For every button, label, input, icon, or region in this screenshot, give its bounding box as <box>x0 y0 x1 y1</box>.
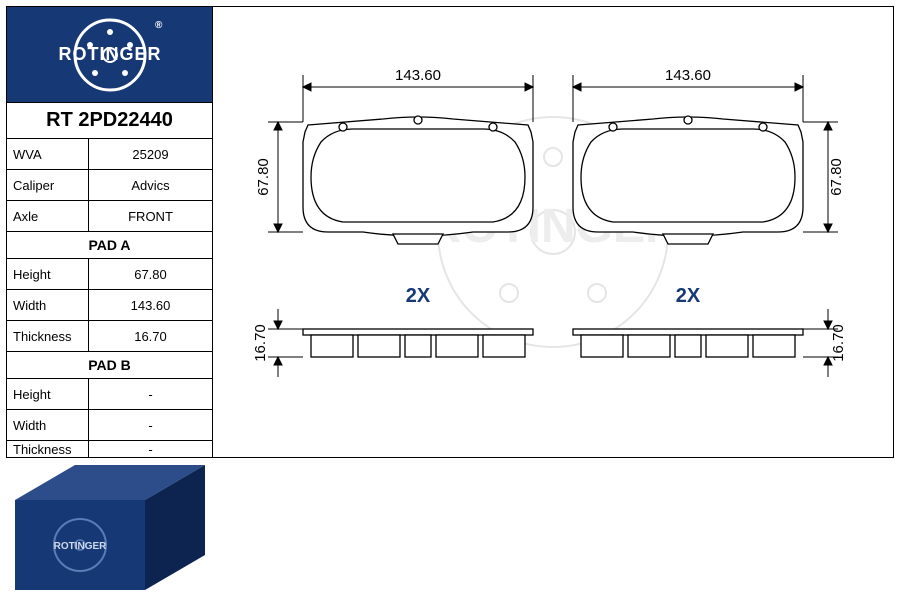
label-padb-height: Height <box>7 379 89 409</box>
value-pada-height: 67.80 <box>89 259 212 289</box>
pad-front-left <box>303 116 533 244</box>
spec-table: ROTINGER ® RT 2PD22440 WVA 25209 Caliper… <box>7 7 213 457</box>
pad-a-header: PAD A <box>7 232 212 259</box>
label-wva: WVA <box>7 139 89 169</box>
dim-thick-right: 16.70 <box>830 324 847 362</box>
label-padb-width: Width <box>7 410 89 440</box>
dim-height-left: 67.80 <box>255 158 272 196</box>
dim-height-right: 67.80 <box>828 158 845 196</box>
brand-logo: ROTINGER ® <box>7 7 212 103</box>
qty-left: 2X <box>406 285 431 307</box>
value-wva: 25209 <box>89 139 212 169</box>
product-box-icon: ROTINGER <box>5 445 220 595</box>
svg-text:®: ® <box>155 20 163 31</box>
pad-b-header: PAD B <box>7 352 212 379</box>
label-pada-height: Height <box>7 259 89 289</box>
value-padb-width: - <box>89 410 212 440</box>
dim-width-right: 143.60 <box>665 67 711 84</box>
value-pada-width: 143.60 <box>89 290 212 320</box>
row-pada-thickness: Thickness 16.70 <box>7 321 212 352</box>
label-axle: Axle <box>7 201 89 231</box>
label-pada-width: Width <box>7 290 89 320</box>
row-caliper: Caliper Advics <box>7 170 212 201</box>
label-pada-thickness: Thickness <box>7 321 89 351</box>
pad-side-right <box>573 329 803 357</box>
row-padb-width: Width - <box>7 410 212 441</box>
dim-thick-left: 16.70 <box>252 324 269 362</box>
pad-front-right <box>573 116 803 244</box>
pad-side-left <box>303 329 533 357</box>
value-padb-height: - <box>89 379 212 409</box>
value-pada-thickness: 16.70 <box>89 321 212 351</box>
value-caliper: Advics <box>89 170 212 200</box>
value-axle: FRONT <box>89 201 212 231</box>
brand-logo-svg: ROTINGER ® <box>10 10 210 100</box>
row-wva: WVA 25209 <box>7 139 212 170</box>
part-number: RT 2PD22440 <box>7 103 212 139</box>
drawing-svg: ROTINGER 143.60 143.60 <box>213 7 893 457</box>
spec-sheet-frame: ROTINGER ® RT 2PD22440 WVA 25209 Caliper… <box>6 6 894 458</box>
technical-drawing: ROTINGER 143.60 143.60 <box>213 7 893 457</box>
label-caliper: Caliper <box>7 170 89 200</box>
svg-text:ROTINGER: ROTINGER <box>58 44 161 64</box>
qty-right: 2X <box>676 285 701 307</box>
row-padb-height: Height - <box>7 379 212 410</box>
row-axle: Axle FRONT <box>7 201 212 232</box>
dim-width-left: 143.60 <box>395 67 441 84</box>
svg-text:ROTINGER: ROTINGER <box>54 541 108 552</box>
row-pada-width: Width 143.60 <box>7 290 212 321</box>
row-pada-height: Height 67.80 <box>7 259 212 290</box>
